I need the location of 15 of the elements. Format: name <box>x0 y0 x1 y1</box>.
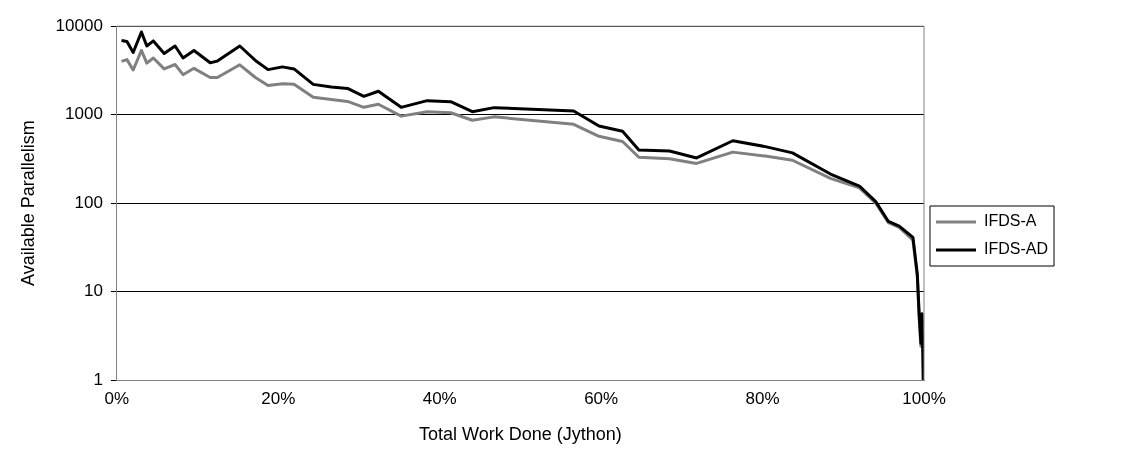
y-axis-title: Available Parallelism <box>17 120 38 286</box>
x-tick-label: 40% <box>422 388 457 408</box>
x-tick-label: 100% <box>902 388 946 408</box>
x-axis-title: Total Work Done (Jython) <box>419 424 622 445</box>
legend-label: IFDS-A <box>984 212 1037 230</box>
y-tick-label: 10 <box>83 281 103 301</box>
x-tick-label: 80% <box>745 388 780 408</box>
y-tick-label: 10000 <box>55 15 103 35</box>
y-tick-label: 100 <box>74 192 103 212</box>
y-tick-label: 1 <box>93 369 103 389</box>
y-tick-label: 1000 <box>65 104 103 124</box>
legend-label: IFDS-AD <box>984 240 1048 258</box>
x-tick-label: 0% <box>104 388 130 408</box>
x-tick-label: 20% <box>261 388 296 408</box>
x-tick-label: 60% <box>584 388 619 408</box>
